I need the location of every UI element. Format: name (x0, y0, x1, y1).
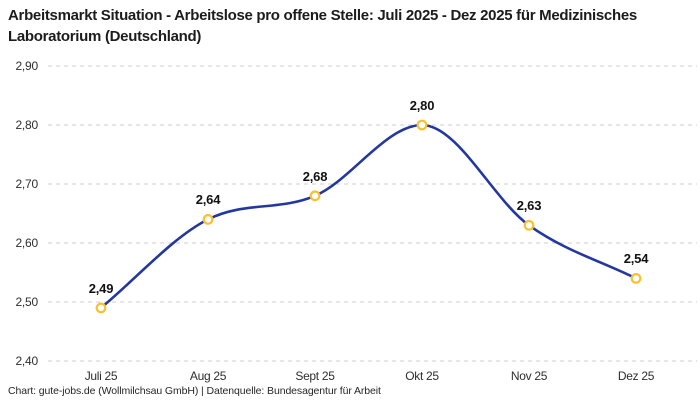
y-axis-tick-label: 2,60 (15, 236, 38, 250)
y-axis-tick-label: 2,90 (15, 59, 38, 73)
data-point-marker (630, 273, 642, 284)
data-point-label: 2,63 (516, 198, 542, 214)
x-axis-tick-label: Juli 25 (84, 369, 118, 383)
x-axis-tick-label: Okt 25 (405, 369, 439, 383)
series-line (99, 123, 638, 310)
data-point-label: 2,80 (409, 98, 435, 113)
y-axis-tick-label: 2,50 (15, 295, 38, 309)
data-point-label: 2,68 (302, 168, 328, 184)
x-axis-tick-label: Aug 25 (189, 369, 227, 383)
data-point-label: 2,64 (195, 192, 221, 208)
y-axis-tick-label: 2,70 (15, 177, 38, 191)
x-axis-tick-label: Nov 25 (510, 369, 548, 383)
data-point-marker (202, 213, 214, 225)
data-point-marker (95, 302, 107, 314)
data-point-marker (523, 219, 535, 231)
line-series (99, 123, 638, 310)
data-point-label: 2,49 (88, 280, 114, 296)
chart-credit: Chart: gute-jobs.de (Wollmilchsau GmbH) … (8, 385, 381, 397)
x-axis-tick-label: Dez 25 (617, 369, 655, 383)
data-point-marker (309, 190, 321, 202)
y-axis-tick-label: 2,40 (15, 354, 38, 368)
x-axis-tick-label: Sept 25 (295, 369, 335, 383)
data-point-label: 2,54 (623, 251, 649, 267)
data-point-marker (416, 119, 428, 131)
y-axis-tick-label: 2,80 (15, 118, 38, 132)
chart-title: Arbeitsmarkt Situation - Arbeitslose pro… (8, 7, 637, 45)
gridlines (48, 65, 697, 362)
data-point-markers (95, 119, 642, 314)
